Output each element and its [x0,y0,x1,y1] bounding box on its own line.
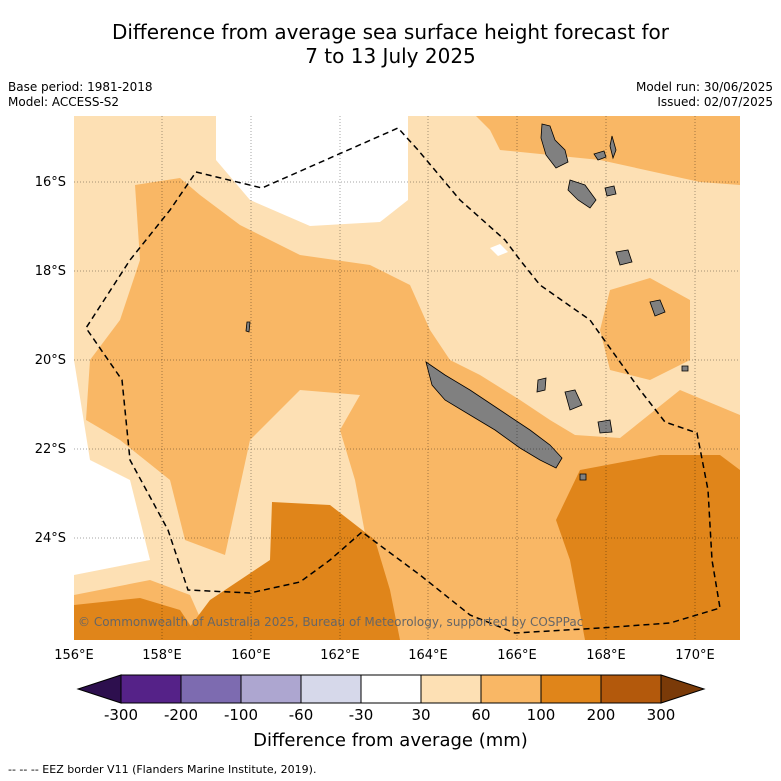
colorbar: -300 -200 -100 -60 -30 30 60 100 200 300 [76,674,706,724]
colorbar-tick-label: 30 [411,706,430,724]
colorbar-cell [360,674,422,704]
colorbar-cell [300,674,362,704]
eez-legend-footer: -- -- -- EEZ border V11 (Flanders Marine… [8,763,317,776]
colorbar-cell [480,674,542,704]
island-malakula [567,179,597,209]
lat-label: 22°S [35,442,66,457]
lat-label: 20°S [35,353,66,368]
anomaly-fill-low-west [74,360,150,575]
island-espiritu-santo [540,123,569,169]
colorbar-title: Difference from average (mm) [253,730,528,751]
meta-right: Model run: 30/06/2025 Issued: 02/07/2025 [636,80,773,110]
colorbar-tick-label: 200 [587,706,616,724]
colorbar-cell [420,674,482,704]
colorbar-tick-label: -60 [289,706,314,724]
lon-label: 162°E [320,648,360,663]
lon-axis-labels: 156°E 158°E 160°E 162°E 164°E 166°E 168°… [54,648,715,663]
island-new-caledonia [425,361,563,469]
lat-label: 16°S [35,175,66,190]
colorbar-cell [120,674,182,704]
island-ouvea [536,377,547,393]
island-epi [604,185,617,197]
meta-left: Base period: 1981-2018 Model: ACCESS-S2 [8,80,153,110]
land-masses [245,123,689,481]
anomaly-fill-100-200-se [556,455,740,640]
colorbar-tick-label: -300 [104,706,138,724]
colorbar-cell [600,674,662,704]
lon-label: 160°E [231,648,271,663]
island-chesterfield [245,321,251,333]
base-period: Base period: 1981-2018 [8,80,153,94]
title-line-1: Difference from average sea surface heig… [111,20,670,44]
colorbar-tick-label: 100 [527,706,556,724]
island-lifou [564,389,583,411]
island-maewo [609,135,617,160]
colorbar-tick-label: 60 [471,706,490,724]
eez-border [85,127,721,634]
lon-label: 170°E [675,648,715,663]
lon-label: 168°E [586,648,626,663]
anomaly-fill-60-100-east [600,278,690,380]
lon-label: 164°E [408,648,448,663]
colorbar-tick-label: -200 [164,706,198,724]
island-aneityum [681,365,689,372]
lon-label: 156°E [54,648,94,663]
colorbar-extend-high [660,674,706,704]
lat-label: 18°S [35,264,66,279]
island-tanna [649,299,666,317]
model-name: Model: ACCESS-S2 [8,95,120,109]
island-efate [615,249,633,266]
colorbar-cell [180,674,242,704]
map-area [74,116,740,640]
colorbar-tick-label: 300 [647,706,676,724]
colorbar-extend-low [76,674,122,704]
colorbar-tick-label: -30 [349,706,374,724]
colorbar-cell [240,674,302,704]
lat-label: 24°S [35,531,66,546]
model-run: Model run: 30/06/2025 [635,80,773,94]
colorbar-tick-label: -100 [224,706,258,724]
lat-axis-labels: 16°S 18°S 20°S 22°S 24°S [35,175,66,546]
gridlines [74,116,740,640]
lon-label: 166°E [497,648,537,663]
copyright-text: © Commonwealth of Australia 2025, Bureau… [78,615,583,629]
issued-date: Issued: 02/07/2025 [657,95,773,109]
island-ambae [593,150,607,161]
title-line-2: 7 to 13 July 2025 [305,44,476,68]
island-mare [597,419,613,434]
lon-label: 158°E [142,648,182,663]
island-isle-of-pines [579,473,587,481]
anomaly-fill-100-200-south [180,502,400,640]
anomaly-fill-100-200-sw [74,598,200,640]
anomaly-fill-low-spot [490,244,508,256]
colorbar-cell [540,674,602,704]
map-title: Difference from average sea surface heig… [0,20,781,68]
anomaly-fill-low-north [216,116,408,226]
